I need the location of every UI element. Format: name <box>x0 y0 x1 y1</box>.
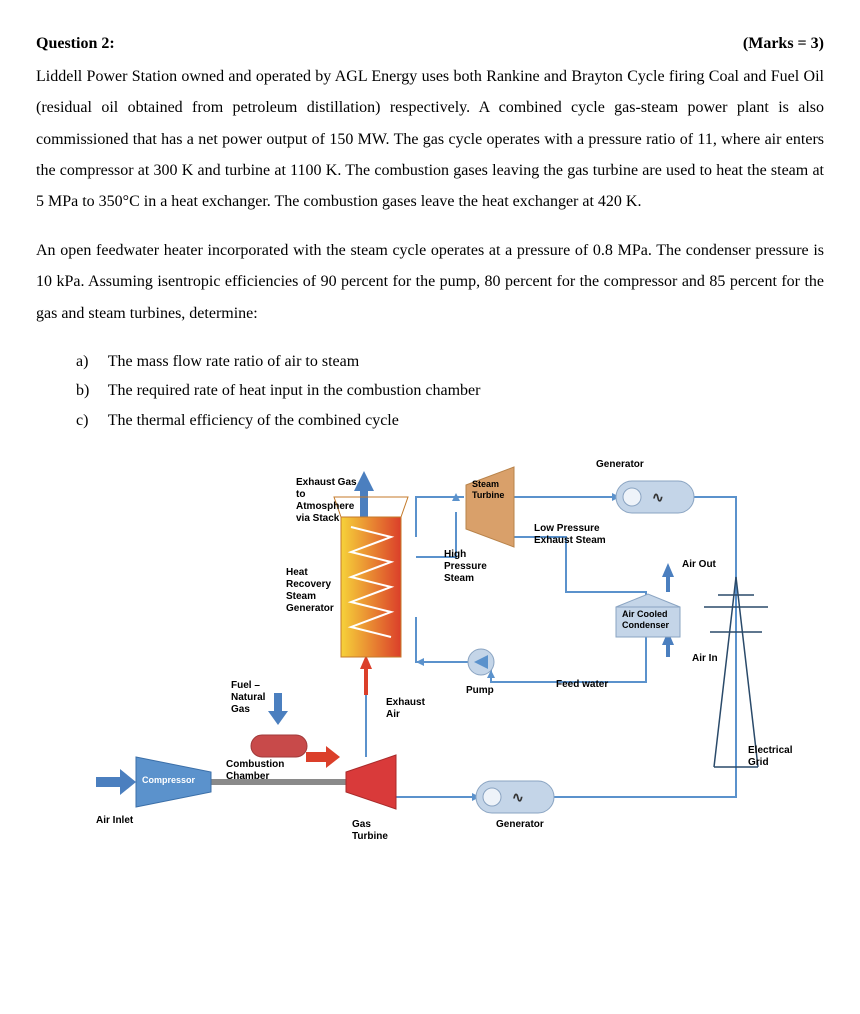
label-compressor: Compressor <box>142 775 195 786</box>
list-label-a: a) <box>76 347 104 377</box>
diagram-svg: ∿ ∿ <box>96 457 796 857</box>
label-condenser: Air Cooled Condenser <box>622 609 669 631</box>
question-list: a) The mass flow rate ratio of air to st… <box>76 347 824 436</box>
label-generator-top: Generator <box>596 459 644 471</box>
label-gas-turbine: Gas Turbine <box>352 819 388 843</box>
paragraph-2: An open feedwater heater incorporated wi… <box>36 235 824 329</box>
label-hp-steam: High Pressure Steam <box>444 549 487 585</box>
list-text-b: The required rate of heat input in the c… <box>108 382 481 399</box>
list-label-b: b) <box>76 376 104 406</box>
label-air-in: Air In <box>692 653 718 665</box>
list-item-b: b) The required rate of heat input in th… <box>76 376 824 406</box>
list-label-c: c) <box>76 406 104 436</box>
question-marks: (Marks = 3) <box>743 28 824 59</box>
svg-text:∿: ∿ <box>652 489 664 505</box>
label-generator-bot: Generator <box>496 819 544 831</box>
label-air-out: Air Out <box>682 559 716 571</box>
list-text-c: The thermal efficiency of the combined c… <box>108 412 399 429</box>
label-exhaust-gas: Exhaust Gas to Atmosphere via Stack <box>296 477 357 525</box>
label-combustion: Combustion Chamber <box>226 759 284 783</box>
list-text-a: The mass flow rate ratio of air to steam <box>108 353 359 370</box>
label-hrsg: Heat Recovery Steam Generator <box>286 567 334 615</box>
label-steam-turbine: Steam Turbine <box>472 479 504 501</box>
label-feed-water: Feed water <box>556 679 608 691</box>
label-lp-steam: Low Pressure Exhaust Steam <box>534 523 606 547</box>
svg-text:∿: ∿ <box>512 789 524 805</box>
label-pump: Pump <box>466 685 494 697</box>
cycle-diagram: ∿ ∿ Exhaust Gas to Atmosphere via Stack … <box>96 457 796 857</box>
label-fuel: Fuel – Natural Gas <box>231 680 265 716</box>
label-air-inlet: Air Inlet <box>96 815 133 827</box>
question-header: Question 2: (Marks = 3) <box>36 28 824 59</box>
list-item-a: a) The mass flow rate ratio of air to st… <box>76 347 824 377</box>
paragraph-1: Liddell Power Station owned and operated… <box>36 61 824 217</box>
question-title: Question 2: <box>36 28 115 59</box>
label-grid: Electrical Grid <box>748 745 792 769</box>
list-item-c: c) The thermal efficiency of the combine… <box>76 406 824 436</box>
label-exhaust-air: Exhaust Air <box>386 697 425 721</box>
